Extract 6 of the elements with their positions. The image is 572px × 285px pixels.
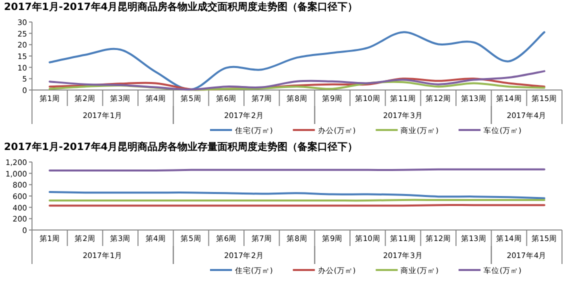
line-series <box>48 31 546 90</box>
chart-title: 2017年1月-2017年4月昆明商品房各物业成交面积周度走势图（备案口径下） <box>4 1 358 13</box>
line-series <box>48 191 546 200</box>
line-series <box>48 70 546 91</box>
chart-title: 2017年1月-2017年4月昆明商品房各物业存量面积周度走势图（备案口径下） <box>4 141 358 153</box>
line-series <box>48 80 546 91</box>
